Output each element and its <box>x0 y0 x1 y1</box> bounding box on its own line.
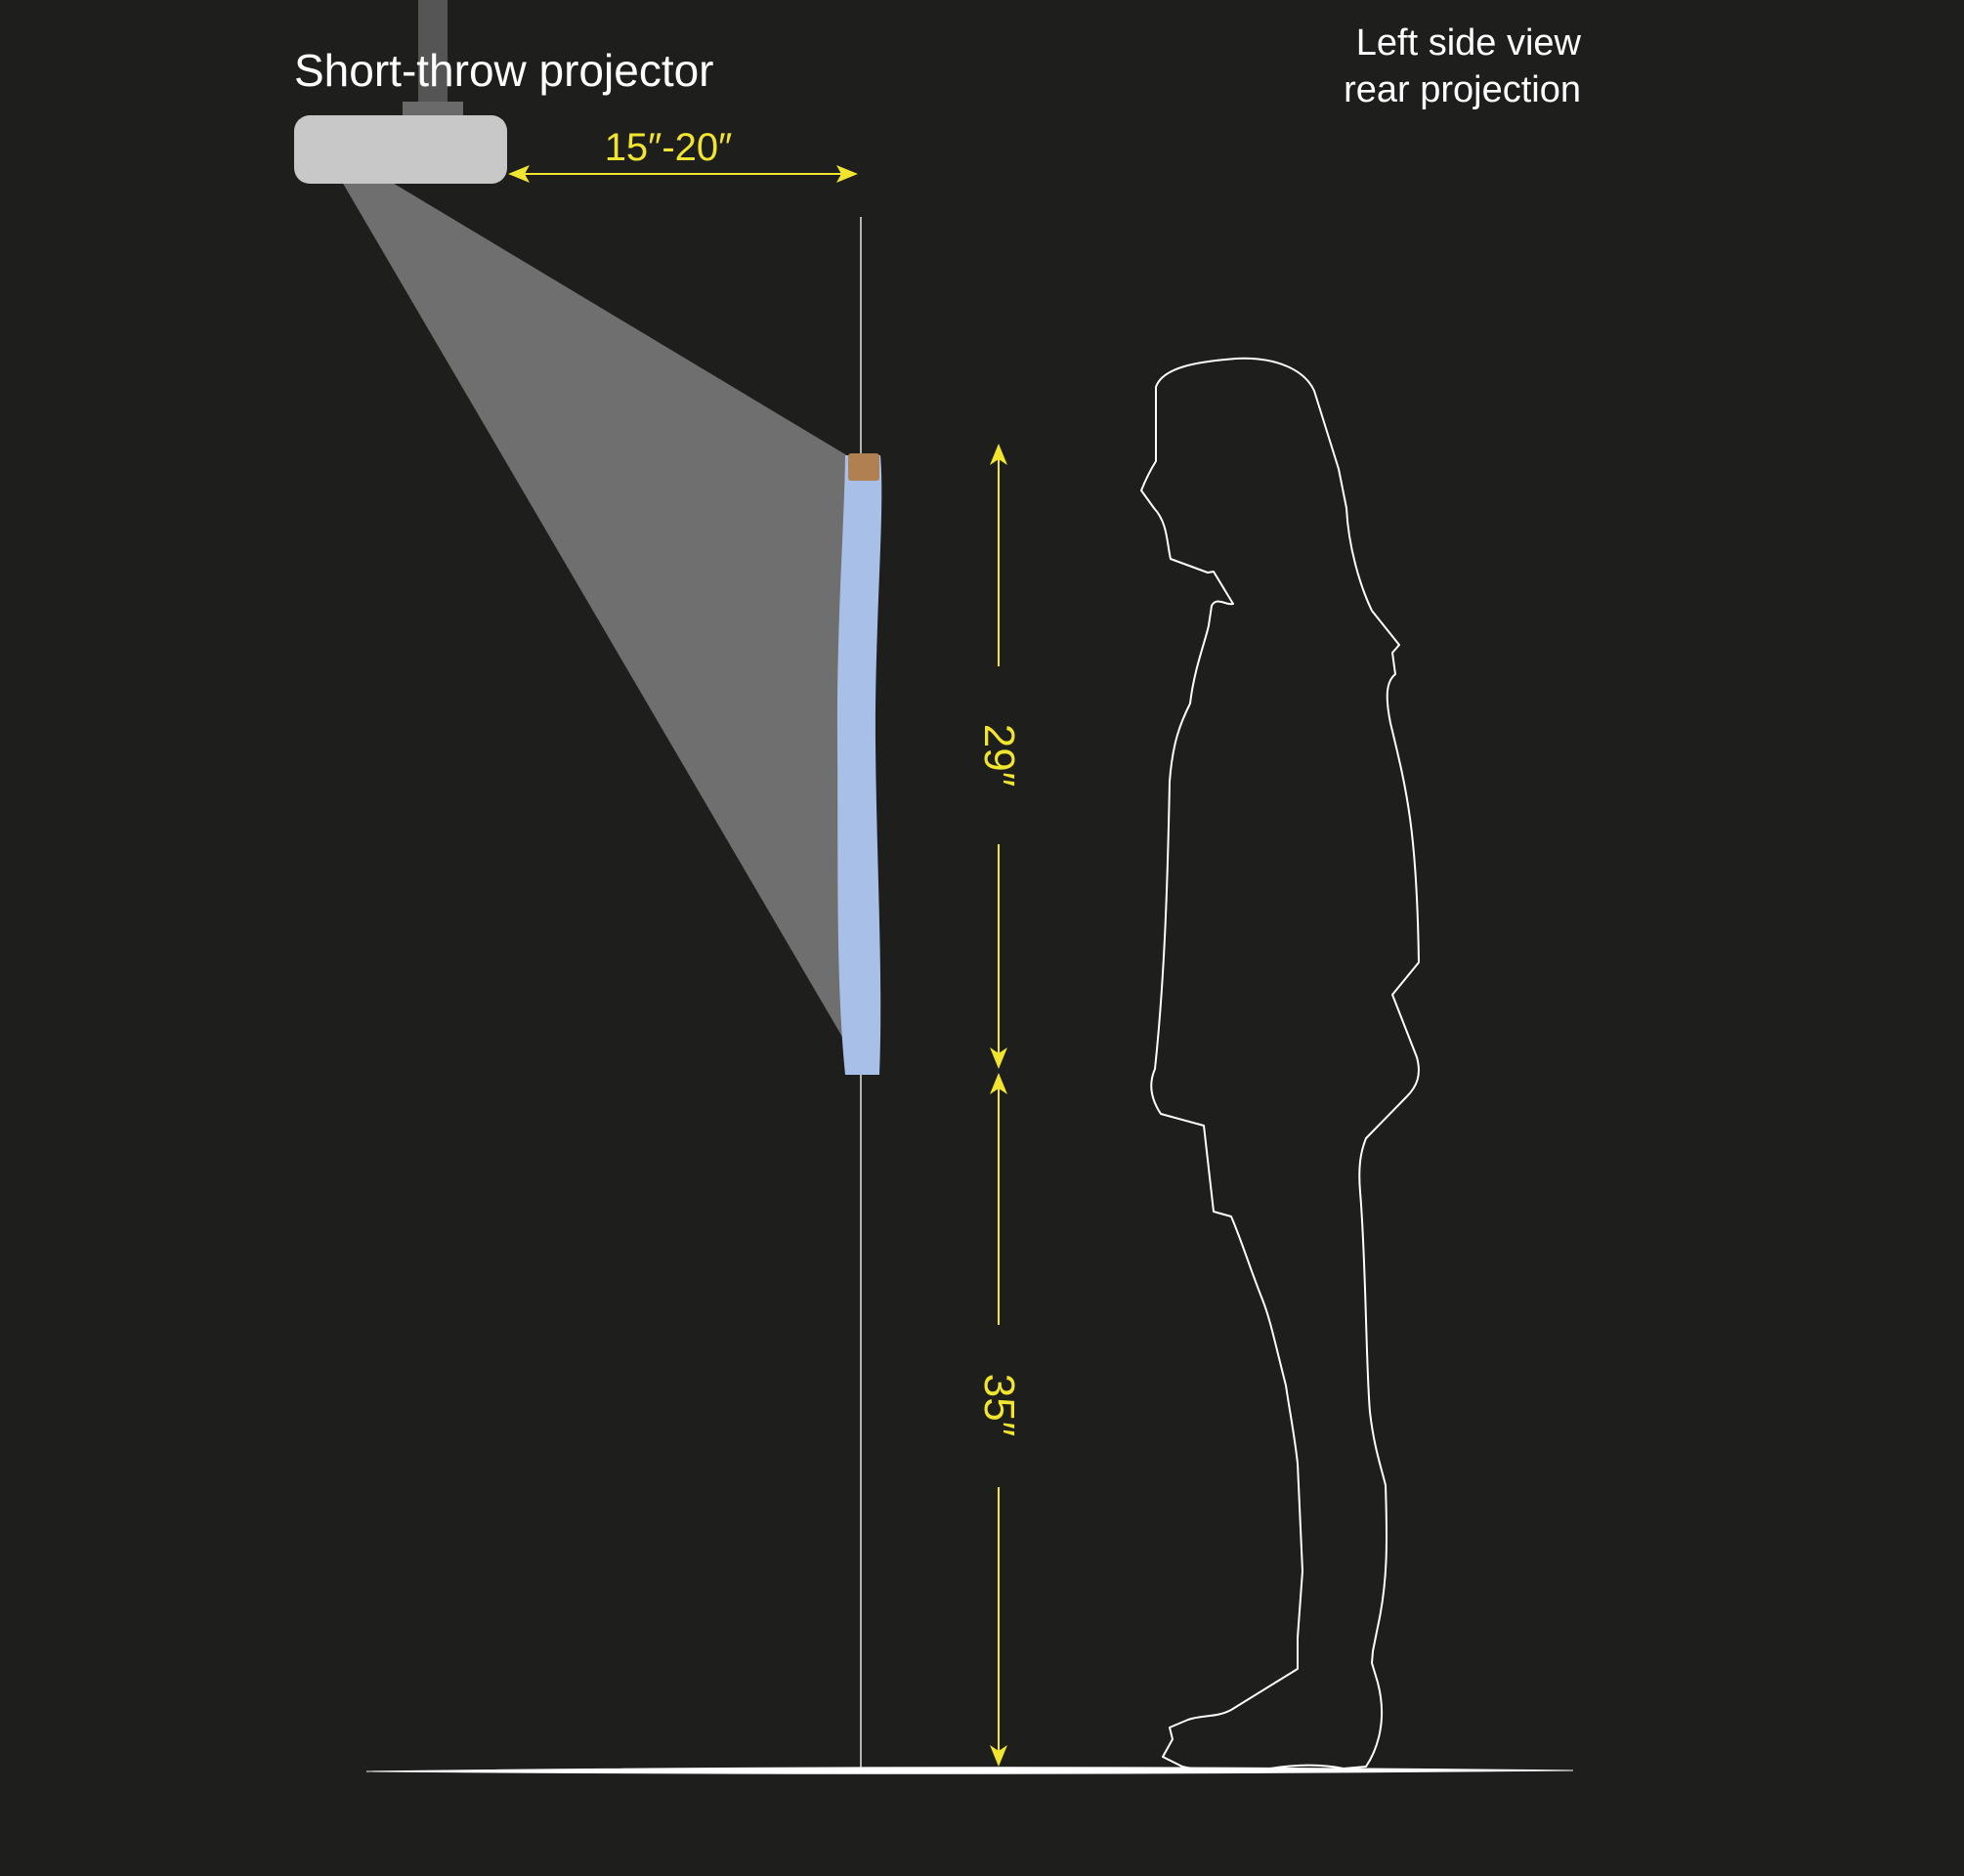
throw-distance-label: 15″-20″ <box>605 126 733 169</box>
person-silhouette <box>1140 357 1420 1772</box>
ceiling-mount-pole <box>418 0 448 107</box>
view-label-line1: Left side view <box>1356 22 1582 64</box>
floor-to-screen-label: 35″ <box>975 1374 1023 1437</box>
projection-beam <box>342 182 850 1044</box>
projection-screen <box>836 455 882 1075</box>
screen-height-dimension <box>990 444 1007 1069</box>
throw-distance-dimension <box>508 165 858 183</box>
screen-bracket <box>848 453 879 481</box>
mount-plate <box>403 102 463 117</box>
view-label-line2: rear projection <box>1344 69 1581 110</box>
projector-label: Short-throw projector <box>294 45 714 96</box>
floor-to-screen-dimension <box>990 1073 1007 1767</box>
projector-body <box>294 115 507 184</box>
screen-height-label: 29″ <box>975 724 1023 788</box>
